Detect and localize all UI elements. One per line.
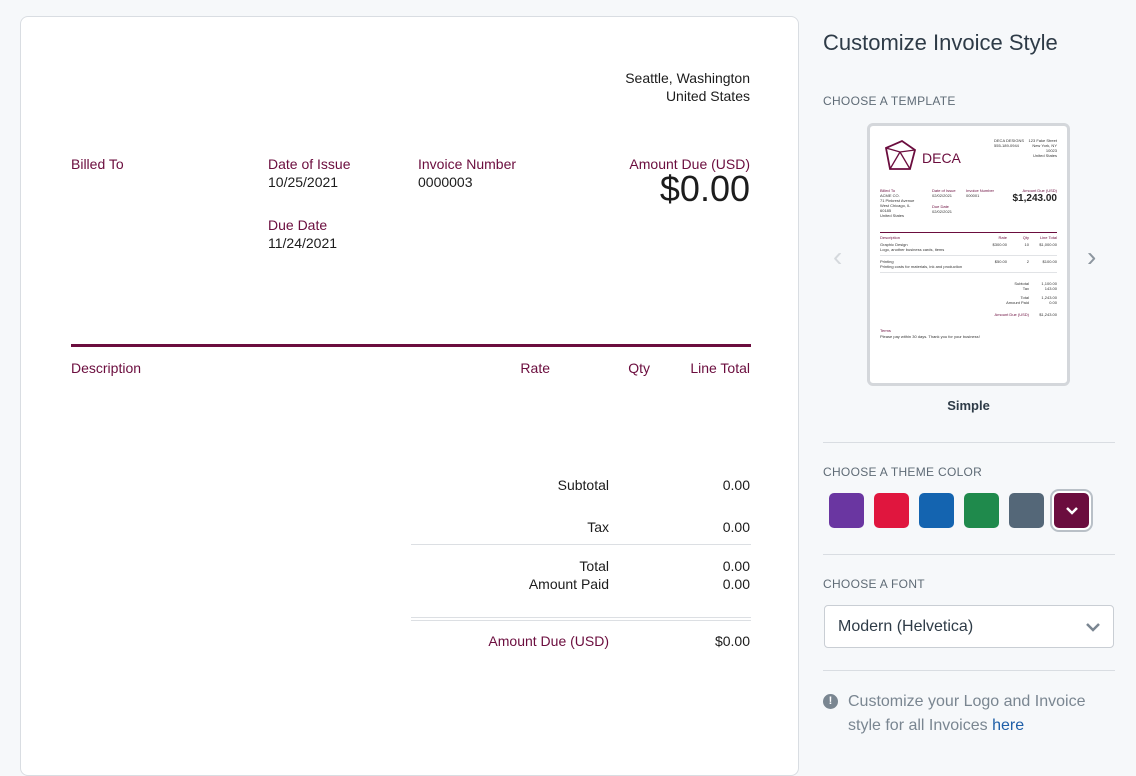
date-of-issue-label: Date of Issue (268, 156, 351, 172)
invoice-number-value: 0000003 (418, 174, 473, 190)
column-rate: Rate (520, 360, 550, 376)
preview-row-rule (880, 272, 1057, 273)
preview-terms: Please pay within 30 days. Thank you for… (880, 334, 980, 339)
preview-item2-qty: 2 (1026, 259, 1029, 264)
font-select-value: Modern (Helvetica) (838, 618, 974, 635)
amount-paid-label: Amount Paid (528, 576, 609, 592)
info-icon: ! (823, 694, 838, 709)
preview-col-rate: Rate (998, 235, 1007, 240)
company-address: Seattle, Washington United States (625, 69, 750, 105)
amount-due-label: Amount Due (USD) (629, 156, 750, 172)
section-divider (823, 554, 1115, 555)
billed-to-label: Billed To (71, 156, 124, 172)
preview-due-total-label: Amount Due (USD) (994, 312, 1029, 317)
theme-color-swatch[interactable] (964, 493, 999, 528)
theme-color-swatch[interactable] (829, 493, 864, 528)
invoice-number-label: Invoice Number (418, 156, 517, 172)
tax-label: Tax (587, 519, 609, 535)
sidebar-title: Customize Invoice Style (823, 30, 1058, 55)
column-line-total: Line Total (690, 360, 750, 376)
due-date-value: 11/24/2021 (268, 235, 338, 251)
preview-due-total-value: $1,243.00 (1039, 312, 1057, 317)
preview-item1: Graphic Design Logo, another business ca… (880, 242, 945, 252)
customize-here-link[interactable]: here (992, 717, 1025, 734)
amount-due-divider (411, 617, 751, 618)
preview-col-qty: Qty (1022, 235, 1029, 240)
amount-due-total-label: Amount Due (USD) (488, 633, 609, 649)
date-of-issue-value: 10/25/2021 (268, 174, 339, 190)
next-template-arrow-icon[interactable]: › (1087, 241, 1097, 272)
preview-rule (880, 232, 1057, 233)
previous-template-arrow-icon[interactable]: ‹ (833, 241, 843, 272)
theme-color-swatch[interactable] (1009, 493, 1044, 528)
preview-totals-labels: Subtotal Tax Total Amount Paid (1006, 281, 1029, 305)
preview-item1-total: $1,000.00 (1039, 242, 1057, 247)
subtotal-label: Subtotal (557, 477, 609, 493)
customize-sidebar: Customize Invoice Style CHOOSE A TEMPLAT… (800, 0, 1136, 757)
deca-logo-icon (884, 139, 917, 170)
amount-paid-value: 0.00 (722, 576, 750, 592)
preview-row-rule (880, 255, 1057, 256)
chevron-down-icon (1066, 507, 1078, 515)
preview-item1-qty: 10 (1024, 242, 1029, 247)
info-text: Customize your Logo and Invoice style fo… (848, 693, 1086, 734)
totals-divider (411, 544, 751, 545)
preview-invoice-number: Invoice Number 000001 (966, 188, 995, 198)
preview-totals-values: 1,100.00 143.00 1,243.00 0.00 (1041, 281, 1057, 305)
due-date-label: Due Date (268, 217, 328, 233)
theme-color-swatch[interactable] (874, 493, 909, 528)
template-thumbnail[interactable]: DECA DECA DESIGNS 555-189-0944 123 Fake … (867, 123, 1070, 386)
chevron-down-icon (1086, 623, 1100, 632)
total-label: Total (579, 558, 609, 574)
section-divider (823, 442, 1115, 443)
theme-color-swatch[interactable] (919, 493, 954, 528)
theme-color-swatch[interactable] (1054, 493, 1089, 528)
preview-from: DECA DESIGNS 555-189-0944 (994, 138, 1025, 148)
font-select[interactable]: Modern (Helvetica) (824, 605, 1114, 648)
preview-billed-to: Billed To ACME CO. 71 Pinkrest Avenue We… (880, 188, 915, 218)
address-line: United States (665, 88, 750, 104)
preview-item2-rate: $50.00 (994, 259, 1007, 264)
amount-due-value: $0.00 (659, 168, 750, 209)
preview-dates: Date of Issue 02/02/2021 Due Date 02/02/… (932, 188, 956, 214)
amount-due-divider (411, 620, 751, 621)
preview-company: DECA (922, 150, 961, 166)
theme-section-label: CHOOSE A THEME COLOR (823, 465, 983, 479)
preview-item2: Printing Printing costs for materials, i… (880, 259, 963, 269)
tax-value: 0.00 (722, 519, 750, 535)
subtotal-value: 0.00 (722, 477, 750, 493)
template-section-label: CHOOSE A TEMPLATE (823, 94, 956, 108)
preview-item1-rate: $300.00 (992, 242, 1007, 247)
preview-col-desc: Description (880, 235, 901, 240)
preview-terms-label: Terms (880, 328, 891, 333)
invoice-preview: Seattle, Washington United States Billed… (20, 16, 799, 776)
preview-address: 123 Fake Street New York, NY 10023 Unite… (1028, 138, 1057, 158)
font-section-label: CHOOSE A FONT (823, 577, 925, 591)
total-value: 0.00 (722, 558, 750, 574)
template-name: Simple (947, 398, 990, 413)
preview-item2-total: $100.00 (1042, 259, 1057, 264)
preview-amount-due: Amount Due (USD) $1,243.00 (1012, 188, 1058, 204)
preview-col-total: Line Total (1039, 235, 1057, 240)
address-line: Seattle, Washington (625, 70, 750, 86)
section-divider (823, 670, 1115, 671)
column-description: Description (71, 360, 142, 376)
amount-due-total-value: $0.00 (714, 633, 750, 649)
column-qty: Qty (628, 360, 650, 376)
items-header-rule (71, 344, 751, 347)
